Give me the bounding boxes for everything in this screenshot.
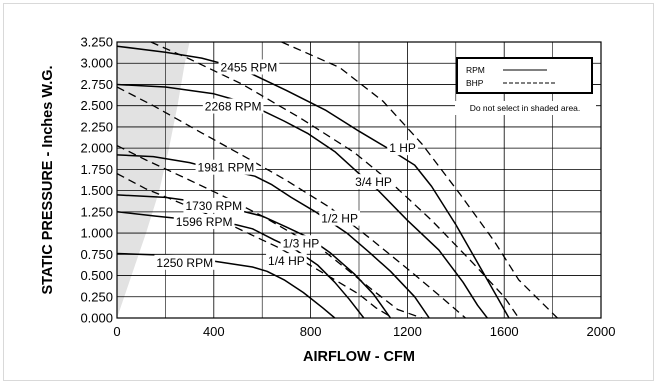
bhp-label-background <box>266 253 307 269</box>
rpm-curve-label: 1596 RPM <box>176 215 233 229</box>
bhp-curve-label: 1/3 HP <box>283 236 320 250</box>
rpm-label-background <box>202 98 264 114</box>
y-tick-label: 3.000 <box>80 56 113 71</box>
rpm-curve <box>117 154 430 318</box>
x-tick-label: 1600 <box>490 324 519 339</box>
rpm-label-background <box>173 214 235 230</box>
x-axis-title: AIRFLOW - CFM <box>303 349 415 365</box>
bhp-label-background <box>280 235 322 251</box>
x-tick-label: 2000 <box>587 324 616 339</box>
legend: RPM BHP Do not select in shaded area. <box>455 57 596 115</box>
bhp-label-background <box>387 140 418 156</box>
curves <box>117 42 558 318</box>
bhp-curve <box>117 173 394 318</box>
rpm-label-background <box>195 159 257 175</box>
rpm-curve <box>117 211 365 318</box>
plot-border <box>116 41 602 319</box>
bhp-curve <box>281 42 558 318</box>
bhp-curve-label: 3/4 HP <box>355 175 392 189</box>
y-tick-label: 0.500 <box>80 268 113 283</box>
legend-label-rpm: RPM <box>466 65 485 75</box>
bhp-label-background <box>353 174 394 190</box>
y-tick-label: 1.750 <box>80 162 113 177</box>
y-tick-label: 3.250 <box>80 35 113 50</box>
legend-note-bg <box>455 101 596 115</box>
legend-box <box>456 57 593 94</box>
tick-labels: 0.000 0.250 0.500 0.750 1.000 1.250 1.500 1.750… <box>80 35 615 340</box>
rpm-curve <box>117 45 510 318</box>
legend-note: Do not select in shaded area. <box>470 103 581 113</box>
rpm-curve-label: 1730 RPM <box>185 199 242 213</box>
rpm-curve-label: 2455 RPM <box>221 60 278 74</box>
x-tick-label: 1200 <box>393 324 422 339</box>
y-tick-label: 1.500 <box>80 183 113 198</box>
curve-labels: 2455 RPM 2268 RPM 1981 RPM 1730 RPM 1596 RPM… <box>154 59 418 270</box>
y-tick-label: 1.250 <box>80 204 113 219</box>
x-tick-label: 800 <box>300 324 322 339</box>
y-axis-title: STATIC PRESSURE - Inches W.G. <box>40 65 56 294</box>
y-tick-label: 2.500 <box>80 98 113 113</box>
bhp-curve <box>117 86 466 318</box>
bhp-curve-label: 1/2 HP <box>321 212 358 226</box>
y-tick-label: 0.250 <box>80 289 113 304</box>
rpm-label-background <box>218 59 280 75</box>
y-tick-label: 0.750 <box>80 247 113 262</box>
bhp-label-background <box>319 210 360 226</box>
rpm-curve-label: 1250 RPM <box>156 256 213 270</box>
bhp-curve-label: 1 HP <box>389 141 416 155</box>
bhp-curve <box>150 42 520 318</box>
rpm-curve-label: 2268 RPM <box>205 100 262 114</box>
rpm-label-background <box>154 254 216 270</box>
x-tick-label: 400 <box>203 324 225 339</box>
rpm-curve <box>117 83 488 318</box>
shaded-area <box>117 42 190 318</box>
rpm-curve-label: 1981 RPM <box>198 161 255 175</box>
y-tick-label: 0.000 <box>80 311 113 326</box>
chart-frame <box>3 3 654 381</box>
y-tick-label: 2.250 <box>80 119 113 134</box>
y-tick-label: 2.000 <box>80 141 113 156</box>
legend-label-bhp: BHP <box>466 78 484 88</box>
bhp-curve-label: 1/4 HP <box>268 254 305 268</box>
y-tick-label: 1.000 <box>80 226 113 241</box>
y-tick-label: 2.750 <box>80 77 113 92</box>
x-tick-label: 0 <box>113 324 120 339</box>
shaded-region <box>117 42 190 318</box>
rpm-label-background <box>183 197 245 213</box>
